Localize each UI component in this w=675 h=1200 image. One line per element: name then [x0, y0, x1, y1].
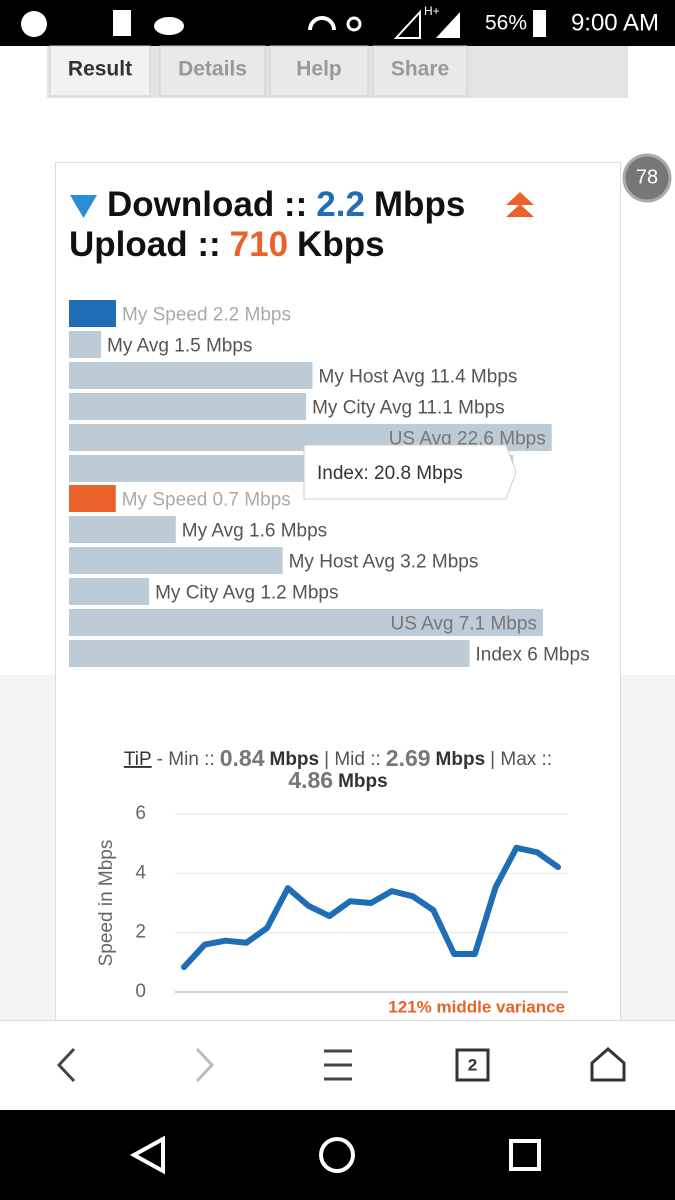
home-button[interactable]	[590, 1047, 626, 1082]
tab-label: Result	[68, 58, 132, 81]
tab[interactable]	[372, 45, 468, 97]
bar-label: My Avg 1.6 Mbps	[182, 521, 327, 542]
tip-unit: Mbps	[436, 749, 486, 770]
y-axis-label: Speed in Mbps	[96, 840, 117, 967]
tooltip-box	[303, 444, 517, 500]
tooltip-text: Index: 20.8 Mbps	[317, 463, 463, 484]
bar-label: My City Avg 1.2 Mbps	[155, 583, 338, 604]
nav-bar	[0, 1110, 675, 1200]
bar	[69, 609, 543, 636]
upload-value: 710	[230, 225, 288, 264]
y-tick-label: 6	[135, 803, 146, 824]
bar-label: My Host Avg 3.2 Mbps	[289, 552, 479, 573]
bar	[69, 331, 102, 358]
nav-home[interactable]	[319, 1137, 355, 1173]
back-button[interactable]	[56, 1047, 76, 1083]
badge[interactable]	[622, 153, 672, 203]
forward-button[interactable]	[195, 1047, 215, 1083]
bar-label: Index 6 Mbps	[476, 645, 590, 666]
bar-label: My Speed 0.7 Mbps	[122, 490, 291, 511]
menu-button[interactable]	[324, 1049, 352, 1081]
bar	[69, 547, 283, 574]
tip-link[interactable]: TiP	[124, 749, 152, 770]
bar-label: My Speed 2.2 Mbps	[122, 305, 291, 326]
tip-mid: 2.69	[386, 745, 431, 771]
clock: 9:00 AM	[571, 9, 659, 36]
download-summary: Download :: 2.2 Mbps	[107, 185, 465, 224]
download-label: Download ::	[107, 185, 307, 224]
bar	[69, 485, 116, 512]
bar	[69, 516, 176, 543]
upload-unit: Kbps	[297, 225, 385, 264]
nav-back[interactable]	[129, 1135, 165, 1175]
upload-summary: Upload :: 710 Kbps	[69, 225, 385, 264]
tip-unit: Mbps	[270, 749, 320, 770]
y-tick-label: 4	[135, 862, 146, 883]
y-tick-label: 2	[135, 922, 146, 943]
speed-line	[181, 844, 561, 971]
download-value: 2.2	[316, 185, 365, 224]
download-icon	[70, 195, 97, 218]
tip-line: TiP - Min :: 0.84 Mbps | Mid :: 2.69 Mbps | Max…	[124, 745, 552, 771]
signal-icon	[436, 12, 460, 38]
tab-count: 2	[468, 1055, 477, 1074]
cloud-icon	[154, 17, 184, 35]
tab[interactable]	[159, 45, 266, 97]
tip-text: - Min ::	[157, 749, 215, 770]
messenger-icon	[21, 11, 47, 37]
tab-label: Help	[296, 58, 342, 81]
tip-text: | Max ::	[490, 749, 552, 770]
tab[interactable]	[49, 45, 151, 97]
bar	[69, 300, 116, 327]
tab-label: Share	[391, 58, 449, 81]
tip-line-2: 4.86 Mbps	[288, 767, 387, 793]
tip-unit: Mbps	[338, 771, 388, 792]
bar	[69, 640, 470, 667]
status-bar	[0, 0, 675, 46]
upload-label: Upload ::	[69, 225, 221, 264]
network-type: H+	[424, 4, 440, 18]
sd-icon	[113, 10, 131, 36]
bar-label: My Avg 1.5 Mbps	[107, 336, 252, 357]
tab-label: Details	[178, 58, 247, 81]
bar	[69, 362, 313, 389]
battery-level: 56%	[485, 12, 527, 35]
tip-text: | Mid ::	[324, 749, 381, 770]
tabs-button[interactable]	[455, 1048, 490, 1082]
signal-icon	[393, 9, 421, 39]
bar-label: US Avg 22.6 Mbps	[389, 429, 546, 450]
bar-label: My Host Avg 11.4 Mbps	[319, 367, 518, 388]
headset-icon	[308, 16, 336, 31]
key-icon	[346, 16, 362, 32]
annotation: 121% middle variance	[388, 997, 565, 1016]
nav-recent[interactable]	[509, 1139, 541, 1171]
bar-label: My City Avg 11.1 Mbps	[312, 398, 505, 419]
tip-max: 4.86	[288, 767, 333, 793]
badge-count: 78	[636, 166, 658, 188]
battery-icon	[533, 10, 546, 37]
tab[interactable]	[269, 45, 369, 97]
bar-label: US Avg 7.1 Mbps	[390, 614, 536, 635]
bar	[69, 393, 307, 420]
tip-min: 0.84	[220, 745, 265, 771]
download-unit: Mbps	[374, 185, 465, 224]
y-tick-label: 0	[135, 981, 146, 1002]
bar	[69, 578, 150, 605]
upload-icon	[506, 192, 534, 217]
